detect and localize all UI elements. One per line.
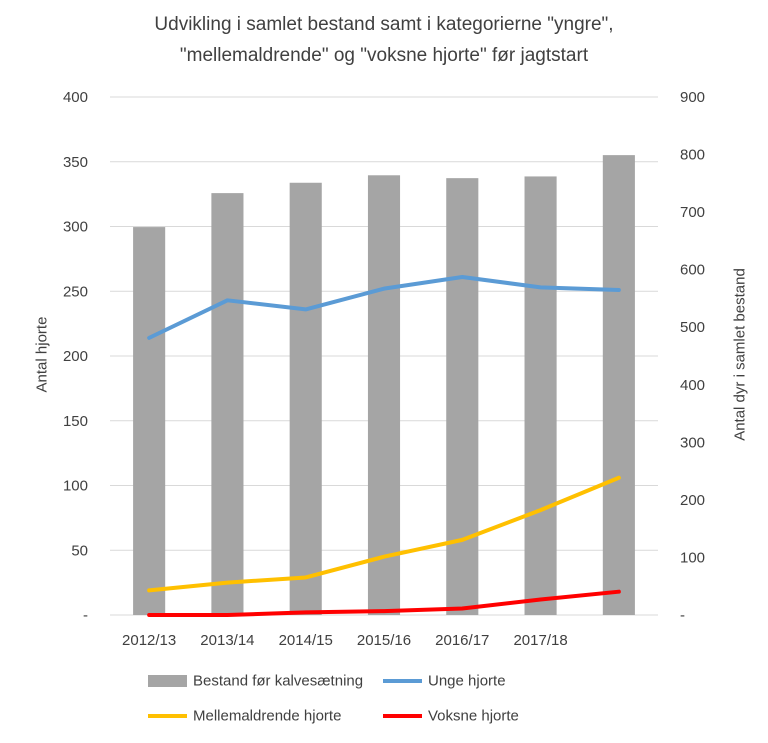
left-y-axis-label: Antal hjorte <box>33 316 51 393</box>
right-y-tick-label: 200 <box>680 492 705 509</box>
bar <box>289 182 322 615</box>
bar <box>211 193 244 615</box>
legend-label-bestand: Bestand før kalvesætning <box>193 672 364 690</box>
bar <box>133 227 166 615</box>
left-y-tick-label: 300 <box>63 219 88 236</box>
chart-title-line1: Udvikling i samlet bestand samt i katego… <box>154 14 614 35</box>
legend-swatch-unge <box>383 679 422 684</box>
x-tick-label: 2014/15 <box>279 632 333 649</box>
x-tick-label: 2013/14 <box>200 632 254 649</box>
series-line <box>147 275 621 340</box>
right-y-axis-label: Antal dyr i samlet bestand <box>731 268 749 441</box>
bar <box>367 175 401 615</box>
bar <box>446 178 479 616</box>
x-axis-ticks: 2012/13 2013/14 2014/15 2015/16 2016/17 2017/… <box>122 632 568 649</box>
right-y-tick-label: 500 <box>680 319 705 336</box>
legend-item-voksne: Voksne hjorte <box>383 707 519 725</box>
left-y-tick-label: 150 <box>63 413 88 430</box>
right-y-tick-label: 100 <box>680 549 705 566</box>
legend-label-voksne: Voksne hjorte <box>428 707 519 725</box>
legend-item-bestand: Bestand før kalvesætning <box>148 672 363 690</box>
left-y-tick-label: 400 <box>63 89 88 106</box>
left-y-tick-label: 200 <box>63 348 88 365</box>
chart-title-line2: "mellemaldrende" og "voksne hjorte" før … <box>179 45 589 66</box>
legend-label-mellemaldrende: Mellemaldrende hjorte <box>193 707 342 725</box>
right-y-tick-label: 800 <box>680 147 705 164</box>
legend-label-unge: Unge hjorte <box>428 672 506 690</box>
right-y-tick-label: 700 <box>680 204 705 221</box>
bar <box>602 155 635 615</box>
bar-series <box>133 155 635 616</box>
legend-swatch-mellemaldrende <box>148 714 187 719</box>
x-tick-label: 2017/18 <box>513 632 567 649</box>
legend-swatch-voksne <box>383 714 422 719</box>
series-line <box>147 475 621 593</box>
legend-item-unge: Unge hjorte <box>383 672 506 690</box>
right-y-tick-label: - <box>680 607 685 624</box>
left-y-axis-ticks: - 50 100 150 200 250 300 350 400 <box>63 89 88 624</box>
right-y-tick-label: 400 <box>680 377 705 394</box>
series-line <box>147 589 621 617</box>
left-y-tick-label: - <box>83 607 88 624</box>
left-y-tick-label: 100 <box>63 478 88 495</box>
right-y-tick-label: 900 <box>680 89 705 106</box>
right-y-axis-ticks: - 100 200 300 400 500 600 700 800 900 <box>680 89 705 624</box>
left-y-tick-label: 250 <box>63 283 88 300</box>
left-y-tick-label: 50 <box>71 542 88 559</box>
right-y-tick-label: 600 <box>680 262 705 279</box>
bar <box>524 176 557 615</box>
x-tick-label: 2012/13 <box>122 632 176 649</box>
line-series-group <box>147 275 621 617</box>
legend-item-mellemaldrende: Mellemaldrende hjorte <box>148 707 341 725</box>
x-tick-label: 2015/16 <box>357 632 411 649</box>
left-y-tick-label: 350 <box>63 154 88 171</box>
legend-swatch-bestand <box>148 675 187 688</box>
right-y-tick-label: 300 <box>680 434 705 451</box>
x-tick-label: 2016/17 <box>435 632 489 649</box>
